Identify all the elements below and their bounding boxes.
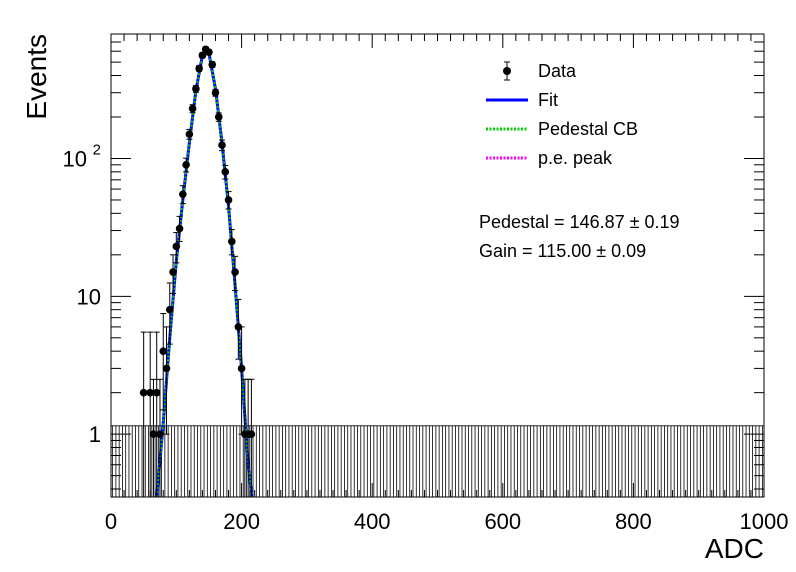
data-point [182, 157, 190, 173]
data-point [139, 331, 148, 497]
y-tick-label-exponent: 2 [93, 141, 101, 158]
legend-entry: p.e. peak [486, 148, 613, 168]
data-point [208, 60, 217, 69]
x-axis-title: ADC [705, 533, 764, 564]
data-point [192, 85, 200, 93]
legend-entry: Fit [486, 90, 558, 110]
y-axis-title: Events [21, 34, 52, 120]
data-point [179, 185, 187, 205]
data-point [172, 232, 181, 264]
fit-results: Pedestal = 146.87 ± 0.19 Gain = 115.00 ± … [479, 212, 680, 261]
fit-result-text: Gain = 115.00 ± 0.09 [479, 241, 646, 261]
data-point [218, 139, 226, 152]
y-tick-label: 10 [77, 284, 101, 309]
data-point [195, 64, 203, 73]
legend-marker [503, 67, 511, 75]
data-point [205, 48, 213, 57]
plot-frame [110, 33, 765, 498]
legend-label: Data [538, 61, 577, 81]
x-tick-label: 400 [354, 509, 391, 534]
legend-entry: Pedestal CB [486, 119, 638, 139]
legend-entry: Data [503, 61, 577, 81]
data-point [231, 255, 239, 292]
y-tick-label: 10 [63, 146, 87, 171]
data-point [169, 254, 177, 294]
x-tick-label: 800 [615, 509, 652, 534]
x-tick-label: 0 [105, 509, 117, 534]
fit-result-text: Pedestal = 146.87 ± 0.19 [479, 212, 680, 232]
data-point [149, 378, 158, 497]
curve-pedestal-cb [155, 48, 254, 497]
data-point [234, 298, 243, 360]
legend-label: Fit [538, 90, 558, 110]
data-points [139, 45, 256, 497]
data-point [165, 282, 174, 345]
data-point [228, 229, 236, 256]
legend-label: Pedestal CB [538, 119, 638, 139]
data-point [247, 378, 256, 497]
axes: 0 200 400 600 800 1000 1 10 10 2 [63, 33, 789, 534]
data-point [224, 191, 233, 210]
data-point [156, 378, 164, 497]
data-point [214, 112, 223, 122]
legend-label: p.e. peak [538, 148, 613, 168]
x-tick-label: 600 [484, 509, 521, 534]
data-point [188, 104, 197, 114]
data-point [211, 88, 220, 97]
data-point [221, 164, 230, 180]
legend: Data Fit Pedestal CB p.e. peak [486, 61, 638, 168]
y-tick-label: 1 [89, 422, 101, 447]
data-point [175, 215, 184, 242]
x-tick-label: 200 [223, 509, 260, 534]
empty-bin-errorbars [111, 425, 764, 497]
data-point [159, 313, 168, 411]
data-point [185, 128, 194, 140]
data-point [162, 326, 171, 435]
x-tick-label: 1000 [740, 509, 789, 534]
